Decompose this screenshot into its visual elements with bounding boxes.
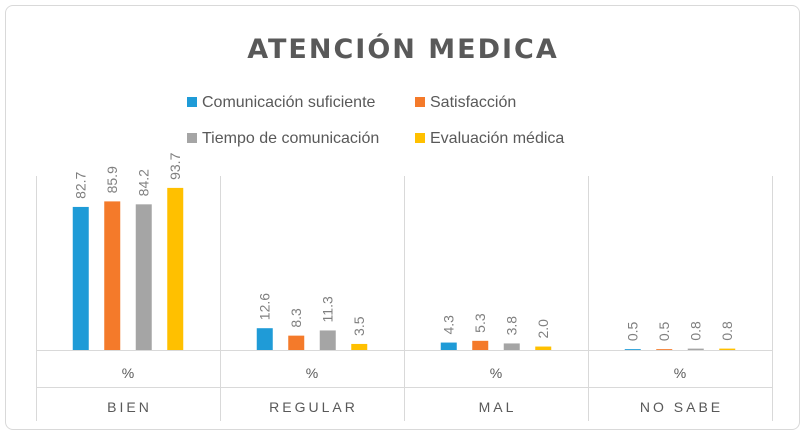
- bar-bien-comunicacion-suficiente: [72, 206, 89, 350]
- bar-regular-comunicacion-suficiente: [256, 328, 273, 350]
- legend-tiempo-de-comunicacion-swatch: [187, 133, 197, 143]
- data-labels: 82.7 85.9 84.2 93.7 12.6 8.3 11.3 3.5 4.3 5.3 3.8 2…: [73, 152, 736, 341]
- bar-bien-tiempo-de-comunicacion: [135, 204, 152, 350]
- bar-mal-tiempo-de-comunicacion: [503, 343, 520, 350]
- legend-evaluacion-medica-label: Evaluación médica: [430, 130, 564, 147]
- data-label-bien-satisfaccion: 85.9: [104, 166, 120, 193]
- bar-mal-comunicacion-suficiente: [440, 342, 457, 350]
- bar-regular-evaluacion-medica: [351, 343, 368, 350]
- category-labels: % BIEN% REGULAR% MAL% NO SABE: [107, 365, 723, 415]
- category-axis: [36, 176, 773, 421]
- legend-satisfaccion-swatch: [415, 97, 425, 107]
- bar-bien-satisfaccion: [104, 201, 121, 350]
- data-label-no-sabe-satisfaccion: 0.5: [656, 321, 672, 341]
- data-label-no-sabe-evaluacion-medica: 0.8: [719, 321, 735, 341]
- chart-title: ATENCIÓN MEDICA: [247, 33, 559, 65]
- category-unit-mal: %: [490, 365, 502, 381]
- legend-comunicacion-suficiente-swatch: [187, 97, 197, 107]
- category-label-mal: MAL: [479, 399, 517, 415]
- bar-no-sabe-comunicacion-suficiente: [624, 349, 641, 350]
- data-label-regular-evaluacion-medica: 3.5: [351, 316, 367, 336]
- category-label-bien: BIEN: [107, 399, 152, 415]
- bar-no-sabe-tiempo-de-comunicacion: [687, 348, 704, 350]
- data-label-no-sabe-comunicacion-suficiente: 0.5: [625, 321, 641, 341]
- data-label-mal-satisfaccion: 5.3: [472, 313, 488, 333]
- bar-bien-evaluacion-medica: [167, 187, 184, 350]
- category-unit-bien: %: [122, 365, 134, 381]
- data-label-regular-satisfaccion: 8.3: [288, 308, 304, 328]
- data-label-no-sabe-tiempo-de-comunicacion: 0.8: [688, 321, 704, 341]
- bars: [72, 187, 736, 350]
- data-label-mal-comunicacion-suficiente: 4.3: [441, 315, 457, 335]
- bar-no-sabe-evaluacion-medica: [719, 348, 736, 350]
- data-label-bien-evaluacion-medica: 93.7: [167, 152, 183, 179]
- legend-evaluacion-medica-swatch: [415, 133, 425, 143]
- bar-regular-satisfaccion: [288, 335, 305, 350]
- data-label-bien-tiempo-de-comunicacion: 84.2: [136, 169, 152, 196]
- category-label-regular: REGULAR: [269, 399, 358, 415]
- data-label-mal-tiempo-de-comunicacion: 3.8: [504, 316, 520, 336]
- data-label-regular-comunicacion-suficiente: 12.6: [257, 293, 273, 320]
- bar-mal-evaluacion-medica: [535, 346, 552, 350]
- category-unit-no-sabe: %: [674, 365, 686, 381]
- legend: Comunicación suficiente Satisfacción Tiemp…: [187, 94, 564, 147]
- bar-mal-satisfaccion: [472, 340, 489, 350]
- category-label-no-sabe: NO SABE: [640, 399, 723, 415]
- data-label-bien-comunicacion-suficiente: 82.7: [73, 171, 89, 198]
- legend-tiempo-de-comunicacion-label: Tiempo de comunicación: [202, 130, 379, 147]
- bar-no-sabe-satisfaccion: [656, 349, 673, 350]
- category-unit-regular: %: [306, 365, 318, 381]
- data-label-mal-evaluacion-medica: 2.0: [535, 319, 551, 339]
- bar-regular-tiempo-de-comunicacion: [319, 330, 336, 350]
- legend-satisfaccion-label: Satisfacción: [430, 94, 516, 111]
- legend-comunicacion-suficiente-label: Comunicación suficiente: [202, 94, 376, 111]
- data-label-regular-tiempo-de-comunicacion: 11.3: [320, 296, 336, 322]
